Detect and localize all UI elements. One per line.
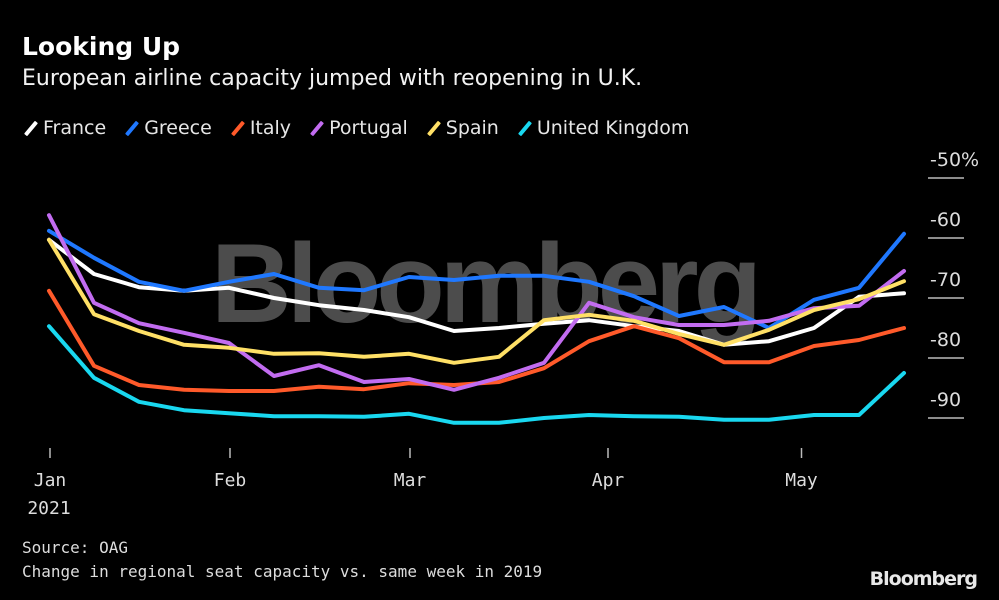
legend-item-spain: Spain (425, 117, 499, 139)
legend-item-italy: Italy (229, 117, 291, 139)
x-tick-label: Mar (394, 470, 427, 491)
source-note: Source: OAG (22, 538, 128, 557)
legend-label: United Kingdom (536, 117, 690, 139)
y-tick-label: -50% (930, 149, 979, 171)
bloomberg-logo: Bloomberg (869, 568, 978, 590)
x-tick-label: Apr (592, 470, 625, 491)
chart-subtitle: European airline capacity jumped with re… (22, 66, 643, 91)
footnote: Change in regional seat capacity vs. sam… (22, 562, 543, 581)
series-line-spain (47, 237, 906, 365)
legend-label: France (43, 117, 107, 139)
legend: France Greece Italy Portugal Spain Unite… (22, 117, 706, 139)
legend-label: Italy (249, 117, 292, 139)
y-tick-label: -90 (930, 389, 961, 411)
y-axis: -50% -60 -70 -80 -90 (928, 149, 979, 419)
y-tick-label: -60 (930, 209, 961, 231)
legend-label: Spain (445, 117, 499, 139)
y-tick-label: -80 (930, 329, 961, 351)
x-tick-label: May (785, 470, 818, 491)
x-axis: Jan Feb Mar Apr May 2021 (27, 448, 818, 519)
series-lines (47, 213, 906, 425)
legend-label: Greece (144, 117, 212, 139)
x-tick-label: Feb (214, 470, 247, 491)
series-line-greece (47, 228, 906, 330)
legend-item-france: France (22, 117, 106, 139)
chart-title: Looking Up (22, 32, 181, 61)
legend-label: Portugal (329, 117, 408, 139)
series-line-united-kingdom (47, 324, 906, 425)
x-year-label: 2021 (27, 498, 70, 519)
legend-item-greece: Greece (123, 117, 212, 139)
y-tick-label: -70 (930, 269, 961, 291)
x-tick-label: Jan (34, 470, 67, 491)
legend-item-united-kingdom: United Kingdom (516, 117, 690, 139)
series-line-portugal (47, 213, 906, 392)
legend-item-portugal: Portugal (308, 117, 408, 139)
